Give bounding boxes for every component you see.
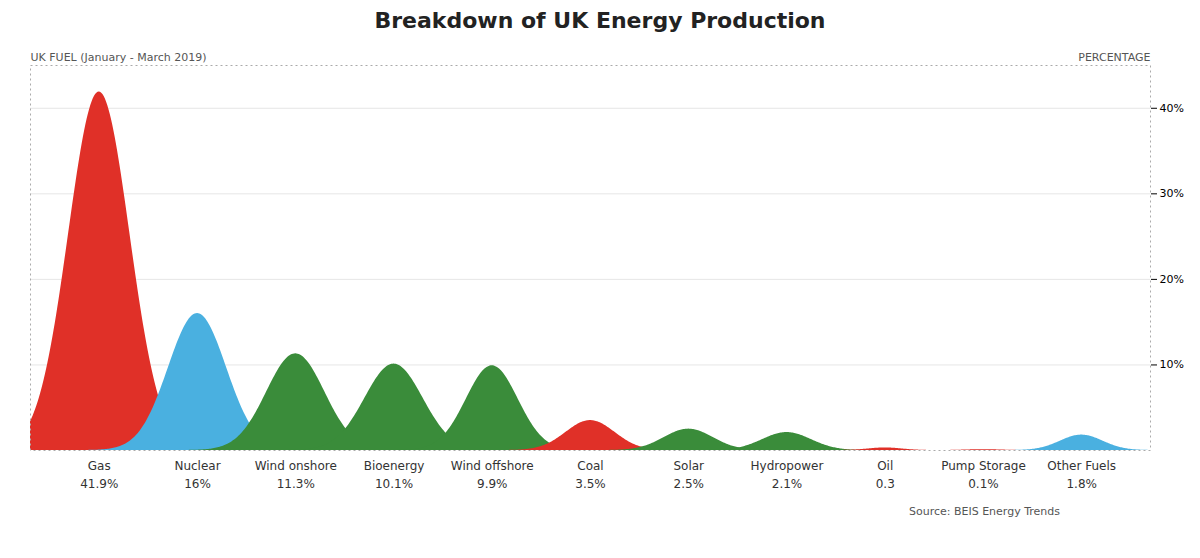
svg-text:0.3: 0.3 — [876, 477, 895, 491]
svg-text:41.9%: 41.9% — [80, 477, 118, 491]
svg-text:PERCENTAGE: PERCENTAGE — [1078, 51, 1150, 64]
svg-text:40%: 40% — [1160, 102, 1184, 115]
svg-text:Coal: Coal — [577, 459, 603, 473]
svg-text:Pump Storage: Pump Storage — [941, 459, 1026, 473]
svg-text:Wind onshore: Wind onshore — [255, 459, 337, 473]
svg-text:Wind offshore: Wind offshore — [451, 459, 534, 473]
html-text:Source: BEIS Energy Trends: Source: BEIS Energy Trends — [909, 505, 1060, 518]
svg-text:Oil: Oil — [877, 459, 893, 473]
svg-text:2.1%: 2.1% — [772, 477, 803, 491]
svg-text:Nuclear: Nuclear — [174, 459, 220, 473]
svg-text:Solar: Solar — [673, 459, 704, 473]
svg-text:Hydropower: Hydropower — [751, 459, 824, 473]
svg-text:10%: 10% — [1160, 358, 1184, 371]
svg-text:Gas: Gas — [88, 459, 111, 473]
svg-text:3.5%: 3.5% — [575, 477, 606, 491]
svg-text:10.1%: 10.1% — [375, 477, 413, 491]
svg-text:20%: 20% — [1160, 273, 1184, 286]
svg-text:1.8%: 1.8% — [1066, 477, 1097, 491]
svg-text:30%: 30% — [1160, 187, 1184, 200]
svg-text:0.1%: 0.1% — [968, 477, 999, 491]
svg-text:16%: 16% — [184, 477, 211, 491]
svg-text:11.3%: 11.3% — [277, 477, 315, 491]
svg-text:Bioenergy: Bioenergy — [364, 459, 425, 473]
svg-text:2.5%: 2.5% — [673, 477, 704, 491]
svg-text:UK FUEL (January - March 2019): UK FUEL (January - March 2019) — [31, 51, 207, 64]
svg-text:9.9%: 9.9% — [477, 477, 508, 491]
svg-text:Other Fuels: Other Fuels — [1047, 459, 1116, 473]
html-text:Breakdown of UK Energy Product: Breakdown of UK Energy Production — [374, 8, 826, 33]
